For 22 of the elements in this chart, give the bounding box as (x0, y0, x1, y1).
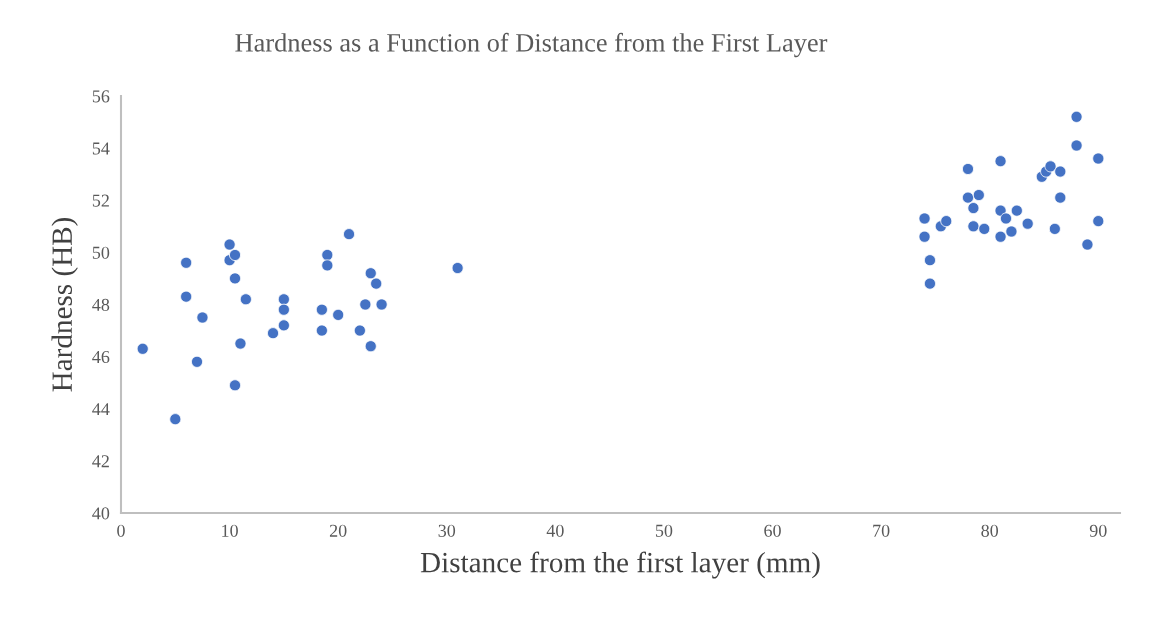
x-tick-label: 80 (981, 524, 999, 537)
x-tick-label: 30 (438, 524, 456, 537)
x-tick-label: 10 (222, 524, 238, 537)
y-tick-label: 44 (92, 403, 110, 416)
y-tick-label: 42 (92, 455, 109, 468)
x-axis-title: Distance from the first layer (mm) (420, 551, 820, 579)
x-tick-label: 50 (655, 524, 673, 537)
x-tick-label: 70 (873, 524, 890, 537)
y-axis-title: Hardness (HB) (51, 217, 78, 392)
x-tick-label: 90 (1089, 524, 1107, 537)
x-tick-label: 60 (764, 524, 781, 537)
y-tick-label: 54 (92, 142, 110, 155)
x-tick-label: 20 (329, 524, 347, 537)
x-tick-label: 0 (117, 524, 125, 537)
y-tick-label: 40 (92, 507, 110, 520)
y-tick-label: 46 (92, 350, 110, 364)
y-tick-label: 50 (92, 246, 110, 259)
x-tick-label: 40 (546, 524, 564, 537)
chart-title: Hardness as a Function of Distance from the First Layer (235, 32, 828, 58)
y-tick-label: 52 (92, 194, 109, 207)
y-tick-label: 48 (92, 298, 110, 311)
y-tick-label: 56 (92, 90, 110, 103)
